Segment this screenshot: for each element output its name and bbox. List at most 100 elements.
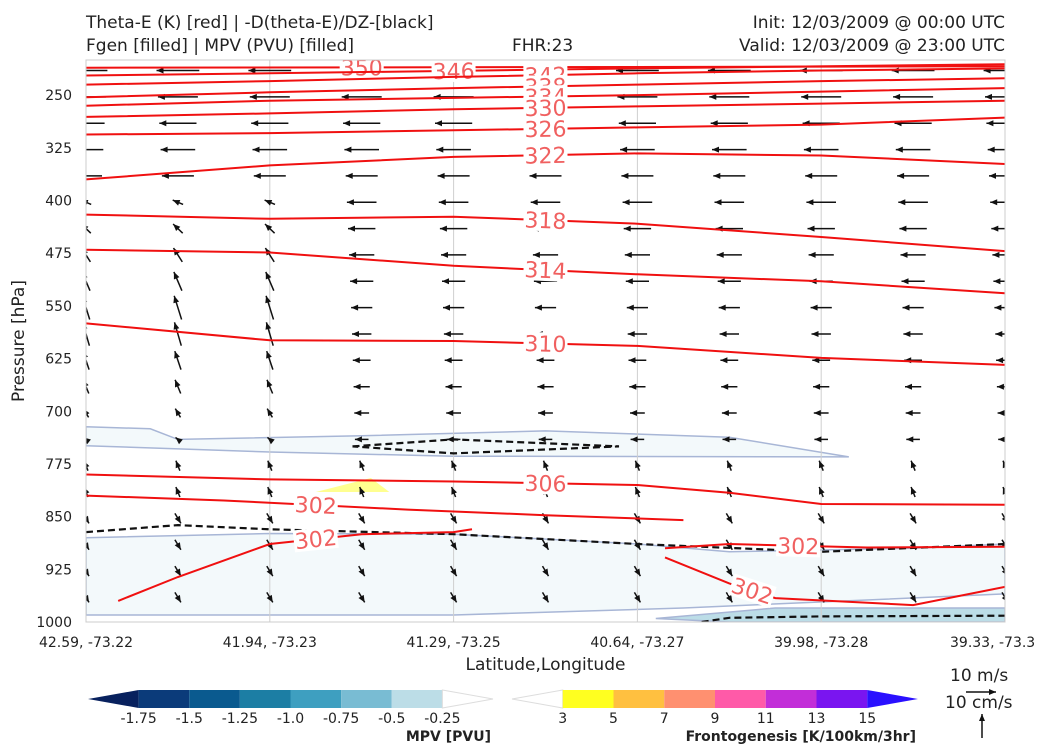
wind-vector-head	[910, 460, 917, 469]
contour-label-bg	[727, 573, 777, 608]
wind-vector-head	[996, 383, 1004, 390]
wind-vector-head	[70, 173, 77, 179]
wind-vector-head	[989, 172, 996, 179]
stability-contour	[352, 438, 620, 455]
wind-vector-head	[359, 487, 366, 495]
fgen-colorbar-swatch	[664, 690, 715, 708]
wind-vector-head	[446, 436, 454, 443]
wind-vector-head	[710, 120, 718, 127]
wind-vector-head	[713, 172, 721, 179]
wind-vector-head	[174, 515, 181, 524]
mpv-colorbar-swatch	[189, 690, 240, 708]
wind-vector-head	[450, 568, 457, 577]
axes: 250 325 400 475 550 625 700 775 850 925 1000 42.59,…	[9, 59, 1035, 675]
wind-vector-head	[634, 594, 641, 603]
wind-vector-head	[629, 383, 637, 390]
y-tick-label: 1000	[36, 615, 72, 631]
wind-vector	[86, 331, 91, 346]
wind-vector-head	[901, 278, 909, 285]
wind-vectors	[70, 67, 1005, 603]
mpv-colorbar-swatch	[239, 690, 291, 708]
mpv-colorbar-swatch	[88, 690, 139, 708]
wind-vector-head	[897, 172, 905, 179]
wind-vector-head	[266, 379, 273, 388]
y-tick-label: 700	[45, 404, 72, 420]
wind-vector-head	[543, 460, 549, 469]
wind-vector	[86, 357, 90, 370]
y-tick-label: 250	[45, 88, 72, 104]
stability-contour	[701, 614, 1005, 622]
wind-vector-head	[436, 146, 444, 153]
wind-vector-head	[624, 251, 632, 258]
wind-vector-head	[542, 515, 549, 524]
wind-vector-head	[903, 331, 911, 337]
contour-label-346: 346	[432, 60, 474, 86]
wind-vector-head	[86, 542, 89, 550]
wind-vector-head	[359, 460, 366, 469]
wind-vector-head	[175, 408, 182, 417]
wind-vector-head	[264, 200, 273, 206]
contour-label-302: 302	[294, 526, 338, 555]
y-tick-label: 850	[45, 510, 72, 526]
wind-vector-head	[719, 331, 727, 337]
wind-vector-head	[818, 568, 825, 577]
wind-vector-head	[805, 172, 813, 179]
wind-vector-head	[987, 146, 995, 153]
mpv-colorbar-swatch	[138, 690, 190, 708]
y-tick-label: 625	[45, 352, 72, 368]
wind-vector-head	[628, 357, 636, 364]
contour-label-318: 318	[524, 208, 567, 235]
contour-label-310: 310	[524, 332, 567, 358]
wind-vector-head	[627, 331, 635, 337]
contour-label-bg	[523, 258, 568, 283]
wind-vector-head	[726, 594, 733, 603]
theta-e-contour-302	[86, 494, 684, 522]
mpv-colorbar-tick: -1.25	[222, 711, 258, 727]
y-axis-label: Pressure [hPa]	[9, 280, 29, 402]
init-time: Init: 12/03/2009 @ 00:00 UTC	[752, 13, 1005, 33]
wind-vector-head	[1002, 460, 1005, 469]
colorbars: -1.75 -1.5 -1.25 -1.0 -0.75 -0.5 -0.25 MPV [PVU…	[88, 689, 918, 745]
wind-vector-head	[86, 462, 90, 468]
theta-e-contour-306	[86, 473, 1005, 506]
valid-time: Valid: 12/03/2009 @ 23:00 UTC	[739, 36, 1005, 56]
wind-scale-label: 10 m/s	[950, 666, 1008, 686]
wind-vector-head	[174, 568, 181, 577]
x-tick-label: 42.59, -73.22	[39, 635, 133, 651]
wind-vector-head	[248, 67, 256, 74]
title-line-2: Fgen [filled] | MPV (PVU) [filled]	[86, 36, 355, 56]
contour-label-bg	[292, 525, 339, 553]
stability-contours	[86, 438, 1005, 622]
wind-vector-head	[348, 225, 355, 232]
wind-vector-head	[538, 410, 546, 416]
wind-vector-head	[175, 379, 181, 388]
wind-vector-head	[86, 594, 89, 603]
wind-vector-head	[161, 172, 169, 179]
fgen-colorbar-swatch	[765, 690, 817, 708]
wind-vector-head	[344, 146, 352, 153]
contour-label-306: 306	[524, 472, 566, 498]
wind-vector-head	[358, 515, 365, 524]
contour-label-bg	[523, 331, 568, 356]
y-tick-label: 400	[45, 194, 72, 210]
wind-vector-head	[801, 93, 809, 100]
contour-label-bg	[523, 117, 568, 141]
y-tick-label: 325	[45, 141, 72, 157]
contour-label-302: 302	[294, 493, 337, 520]
wind-vector-head	[995, 331, 1003, 337]
wind-vector-head	[174, 351, 180, 359]
wind-vector-head	[86, 382, 89, 387]
wind-vector-head	[538, 436, 546, 443]
wind-vector-head	[905, 410, 913, 416]
wind-vector-head	[266, 568, 273, 577]
mpv-colorbar-swatch	[391, 690, 443, 708]
wind-vector-head	[818, 515, 825, 524]
wind-vector-head	[346, 199, 354, 206]
wind-vector-head	[810, 304, 818, 311]
contour-label-bg	[523, 96, 568, 120]
wind-vector-head	[529, 172, 537, 179]
mpv-colorbar-swatch	[290, 690, 342, 708]
wind-vector-head	[819, 487, 825, 495]
wind-vector-head	[803, 146, 811, 153]
wind-vector-head	[990, 199, 998, 206]
